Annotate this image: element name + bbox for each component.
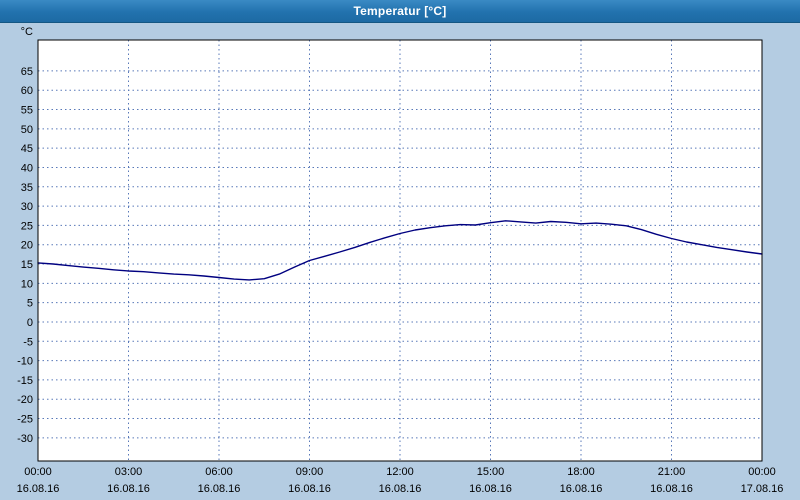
x-axis-labels: 00:00 16.08.16 03:00 16.08.16 06:00 16.08.16 0…	[17, 466, 784, 495]
y-tick-label: -15	[17, 375, 33, 387]
x-tick-date-label: 16.08.16	[288, 483, 331, 495]
x-tick-date-label: 16.08.16	[17, 483, 60, 495]
x-tick-time-label: 12:00	[386, 466, 414, 478]
x-tick-time-label: 03:00	[115, 466, 143, 478]
x-tick-date-label: 17.08.16	[741, 483, 784, 495]
x-tick-date-label: 16.08.16	[469, 483, 512, 495]
plot-border	[37, 39, 763, 462]
y-tick-label: 30	[21, 201, 33, 213]
x-tick-time-label: 00:00	[24, 466, 52, 478]
x-tick-date-label: 16.08.16	[379, 483, 422, 495]
y-tick-label: -30	[17, 433, 33, 445]
y-axis-labels: °C65605550454035302520151050-5-10-15-20-…	[17, 26, 33, 445]
y-tick-label: 45	[21, 143, 33, 155]
y-tick-label: 0	[27, 317, 33, 329]
y-tick-label: -25	[17, 414, 33, 426]
x-tick-date-label: 16.08.16	[650, 483, 693, 495]
chart-title-bar[interactable]: Temperatur [°C]	[0, 0, 800, 23]
y-tick-label: -10	[17, 356, 33, 368]
grid-lines	[38, 40, 762, 461]
y-tick-label: -5	[23, 336, 33, 348]
x-tick-time-label: 21:00	[658, 466, 686, 478]
plot-background	[38, 40, 762, 461]
y-tick-label: 50	[21, 124, 33, 136]
y-tick-label: 65	[21, 66, 33, 78]
x-tick-time-label: 15:00	[477, 466, 505, 478]
x-tick-date-label: 16.08.16	[560, 483, 603, 495]
x-tick-date-label: 16.08.16	[107, 483, 150, 495]
y-tick-label: 5	[27, 298, 33, 310]
y-tick-label: 15	[21, 259, 33, 271]
temperature-chart: °C65605550454035302520151050-5-10-15-20-…	[17, 26, 784, 495]
y-tick-label: 40	[21, 162, 33, 174]
y-tick-label: 25	[21, 220, 33, 232]
y-axis-unit: °C	[21, 26, 33, 38]
y-tick-label: 20	[21, 240, 33, 252]
y-tick-label: 35	[21, 182, 33, 194]
y-tick-label: -20	[17, 394, 33, 406]
chart-title: Temperatur [°C]	[353, 4, 447, 18]
chart-plot-region: °C 65 60 55 50 45 40 35 30 25 20 15 10 5 0 -5 -10 -15 -20-…	[0, 22, 800, 500]
y-tick-label: 10	[21, 278, 33, 290]
y-tick-label: 60	[21, 85, 33, 97]
x-tick-time-label: 00:00	[748, 466, 776, 478]
x-tick-time-label: 09:00	[296, 466, 324, 478]
x-tick-time-label: 06:00	[205, 466, 233, 478]
x-tick-time-label: 18:00	[567, 466, 595, 478]
y-tick-label: 55	[21, 105, 33, 117]
temperature-line	[37, 220, 763, 281]
x-tick-date-label: 16.08.16	[198, 483, 241, 495]
